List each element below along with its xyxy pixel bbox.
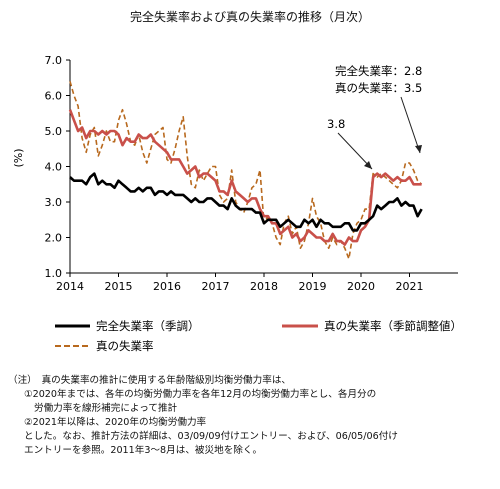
x-tick-label: 2015 [105,280,133,293]
annotation-peak: 3.8 [327,117,345,131]
x-tick-label: 2019 [299,280,327,293]
legend-label-true-sa: 真の失業率（季節調整値） [324,319,462,333]
series-line-0 [69,172,423,232]
footnote-line: ①2020年までは、各年の均衡労働力率を各年12月の均衡労働力率とし、各月分の [24,389,377,400]
y-tick-label: 1.0 [45,267,63,280]
footnote-line: （注） 真の失業率の推計に使用する年齢階級別均衡労働力率は、 [8,375,292,386]
legend: 完全失業率（季調） 真の失業率（季節調整値） 真の失業率 [55,319,462,353]
annotations: 完全失業率：2.8 真の失業率：3.5 3.8 [327,64,422,170]
annotation-arrowhead-peak [364,161,372,169]
chart-title: 完全失業率および真の失業率の推移（月次） [129,10,370,24]
y-tick-label: 6.0 [45,90,63,103]
x-tick-label: 2018 [250,280,278,293]
y-tick-label: 3.0 [45,196,63,209]
x-tick-label: 2014 [56,280,84,293]
y-tick-label: 2.0 [45,232,63,245]
x-tick-label: 2021 [396,280,424,293]
annotation-arrow-series [400,96,421,154]
footnote: （注） 真の失業率の推計に使用する年齢階級別均衡労働力率は、 ①2020年までは… [8,374,494,458]
series-line-1 [68,109,422,246]
y-tick-label: 4.0 [45,161,63,174]
y-axis-label: (%) [12,148,25,167]
annotation-true-unemployment: 真の失業率：3.5 [335,81,422,95]
y-tick-label: 7.0 [45,54,63,67]
x-tick-label: 2017 [202,280,230,293]
y-axis-ticks: 1.0 2.0 3.0 4.0 5.0 6.0 7.0 [45,54,70,280]
x-axis-ticks: 2014 2015 2016 2017 2018 2019 2020 2021 [56,273,424,293]
series-line-2 [69,81,423,260]
annotation-unemployment: 完全失業率：2.8 [335,64,422,78]
footnote-line: 労働力率を線形補完によって推計 [34,403,178,414]
line-chart: 1.02.03.04.05.06.07.0 2014 2015 2016 2017 20… [12,54,462,353]
x-tick-label: 2020 [347,280,375,293]
footnote-line: ②2021年以降は、2020年の均衡労働力率 [24,417,207,428]
annotation-arrowhead-series [415,145,422,153]
x-tick-label: 2016 [153,280,181,293]
legend-label-true: 真の失業率 [96,339,154,353]
series-layer [68,81,423,260]
footnote-line: エントリーを参照。2011年3～8月は、被災地を除く。 [24,445,263,456]
y-tick-label: 5.0 [45,125,63,138]
legend-label-unemployment: 完全失業率（季調） [96,319,200,333]
annotation-arrow-peak [337,132,373,170]
footnote-line: とした。なお、推計方法の詳細は、03/09/09付けエントリー、および、06/0… [24,431,398,442]
